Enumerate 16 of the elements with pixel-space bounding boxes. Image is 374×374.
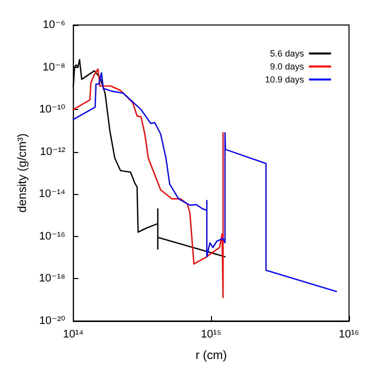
y-tick-label: 10⁻¹² [40, 146, 66, 158]
x-axis-title: r (cm) [196, 348, 227, 362]
x-tick-label: 10¹⁶ [338, 328, 360, 340]
y-tick-label: 10⁻¹⁶ [39, 230, 66, 242]
legend-label: 10.9 days [264, 74, 304, 84]
x-tick-label: 10¹⁵ [200, 328, 222, 340]
legend-label: 5.6 days [270, 48, 304, 58]
legend-label: 9.0 days [270, 62, 304, 72]
y-tick-label: 10⁻²⁰ [39, 315, 66, 327]
y-tick-label: 10⁻¹⁸ [38, 272, 66, 285]
y-tick-label: 10⁻¹⁰ [39, 104, 66, 116]
y-tick-label: 10⁻⁸ [42, 61, 66, 74]
y-tick-label: 10⁻⁶ [42, 19, 66, 31]
y-axis-title: density (g/cm³) [15, 133, 29, 213]
x-tick-label: 10¹⁴ [63, 328, 84, 340]
y-tick-label: 10⁻¹⁴ [38, 188, 66, 200]
